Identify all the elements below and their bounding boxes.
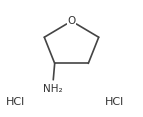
Text: HCl: HCl <box>6 97 25 107</box>
Text: HCl: HCl <box>105 97 124 107</box>
Text: O: O <box>67 16 76 26</box>
Text: NH₂: NH₂ <box>43 84 63 94</box>
